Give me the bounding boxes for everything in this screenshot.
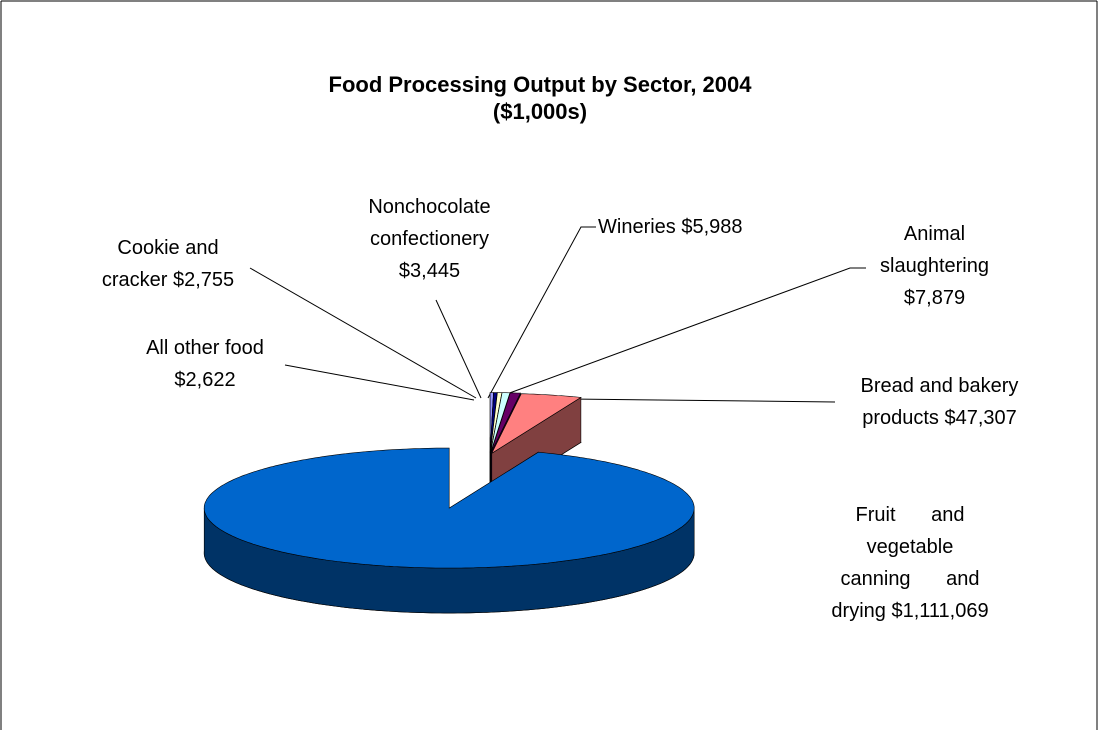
data-label: Bread and bakery products $47,307 [852, 370, 1027, 434]
data-label: Animal slaughtering $7,879 [872, 218, 997, 314]
leader-lines [249, 226, 866, 403]
label-category: Nonchocolate confectionery [368, 196, 491, 250]
data-label: Nonchocolate confectionery $3,445 [362, 191, 497, 287]
label-value: $7,879 [903, 287, 966, 309]
slice-top [491, 393, 582, 455]
leader-line [284, 364, 475, 401]
label-value: $2,622 [174, 369, 236, 391]
data-label: Cookie and cracker $2,755 [93, 232, 243, 296]
label-value: $47,307 [944, 407, 1017, 429]
data-label: Wineries $5,988 [598, 211, 743, 243]
data-label: All other food $2,622 [135, 332, 275, 396]
leader-line [435, 299, 482, 399]
slice-top [490, 392, 511, 453]
pie [203, 392, 695, 614]
leader-line [569, 398, 836, 403]
pie-slice [203, 447, 695, 614]
chart-subtitle: ($1,000s) [492, 99, 588, 124]
label-value: $1,111,069 [891, 600, 989, 622]
slice-top [203, 447, 695, 569]
label-category: Bread and bakery products [860, 375, 1019, 429]
label-category: Cookie and cracker [101, 237, 219, 291]
leader-line [487, 226, 596, 399]
label-value: $5,988 [681, 216, 743, 238]
leader-line [495, 267, 866, 399]
label-category: All other food [146, 337, 264, 359]
label-category: Animal slaughtering [880, 223, 989, 277]
slice-top [490, 392, 521, 453]
label-category: Fruit and vegetable canning and drying [831, 504, 980, 622]
label-value: $3,445 [398, 260, 461, 282]
data-label: Fruit and vegetable canning and drying $… [822, 499, 998, 627]
label-category: Wineries [598, 216, 676, 238]
leader-line [249, 267, 477, 399]
label-value: $2,755 [172, 269, 235, 291]
chart-title: Food Processing Output by Sector, 2004 [328, 72, 752, 97]
